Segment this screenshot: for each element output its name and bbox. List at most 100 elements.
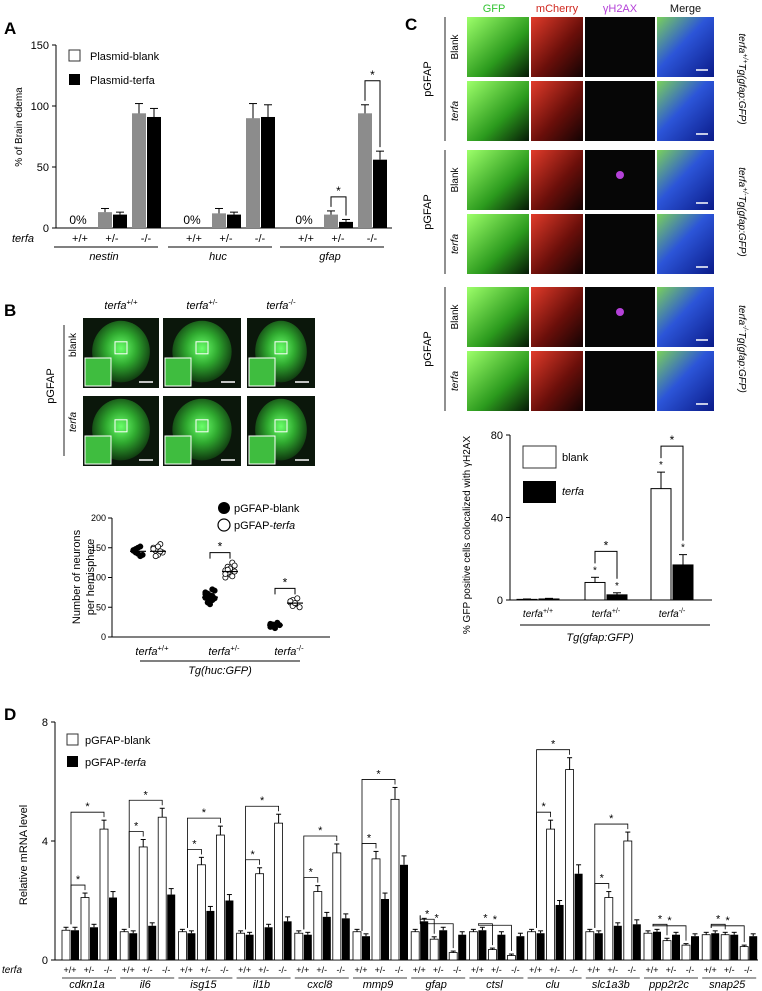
panel-d-genotype-label: -/- [628,965,637,975]
panel-d-bar-blank [643,932,653,961]
micrograph-tile [657,17,714,77]
panel-d-bar-terfa [187,933,196,960]
panel-d-bar-terfa [362,936,370,960]
panel-d-sig-star: * [318,825,323,837]
micrograph-tile [531,287,583,347]
panel-a-chart: % of Brain edema Plasmid-blank Plasmid-t… [12,40,392,263]
panel-c-bar [606,594,628,601]
panel-d-bar-blank [565,769,574,961]
panel-b-column-header: terfa+/+ [104,298,138,312]
panel-d-bar-blank [448,952,458,961]
micrograph-tile [467,287,529,347]
panel-d-sig-star: * [376,768,381,780]
panel-a-genotype-label: +/+ [186,233,202,245]
panel-d-sig-bracket [710,925,745,943]
panel-c-x-label: Tg(gfap:GFP) [566,632,634,644]
panel-d-sig-star: * [658,913,663,925]
panel-d-bar-blank [527,931,536,961]
brain-inset-zoom [164,357,192,387]
panel-d-sig-star: * [435,913,440,925]
panel-d-bar-terfa [439,930,448,960]
panel-c-bar-star: * [659,460,663,471]
panel-d-bar-blank [410,931,420,961]
panel-label-b: B [4,301,16,320]
panel-d-bar-blank [294,932,304,961]
legend-c-terfa-label: terfa [562,486,584,498]
panel-b-point [152,553,159,560]
panel-d-genotype-label: +/- [724,965,735,975]
panel-c-sig-star: * [670,433,675,447]
micrograph-tile [531,81,583,141]
panel-b-point [296,604,303,611]
panel-d-sig-bracket [187,817,221,928]
panel-d-bar-blank [739,946,749,961]
panel-d-genotype-label: +/- [258,965,269,975]
brain-roi-box [195,419,209,433]
panel-d-genotype-label: +/- [316,965,327,975]
legend-a-blank-label: Plasmid-blank [90,51,160,63]
gh2ax-foci [616,171,624,179]
panel-d-chart: Relative mRNA level pGFAP-blank 0 4 8 pGFAP… [2,717,758,991]
panel-d-bar-terfa [536,933,545,960]
panel-a-group-label: huc [209,251,227,263]
panel-d-gene-label: mmp9 [363,979,394,991]
panel-d-sig-bracket [419,915,454,949]
panel-d-sig-star: * [609,813,614,825]
panel-d-bar-terfa [458,934,467,960]
panel-a-bar-terfa [227,214,241,228]
panel-d-sig-bracket [128,799,163,928]
panel-d-bar-blank [701,934,711,961]
panel-b-images: pGFAP blank terfa terfa+/+ terfa+/- terfa-… [45,298,315,466]
micrograph-tile [467,81,529,141]
panel-d-bar-blank [585,931,595,961]
legend-b-blank-label: pGFAP-blank [234,503,300,515]
legend-a-terfa-label: Plasmid-terfa [90,75,156,87]
panel-a-y-label: % of Brain edema [14,87,25,167]
panel-d-bar-blank [80,897,90,961]
micrograph-tile [585,81,655,141]
panel-d-bar-blank [215,834,225,961]
panel-c-row-label: terfa [450,371,461,391]
micrograph-tile [531,150,583,210]
micrograph-tile [531,351,583,411]
micrograph-tile [585,287,655,347]
panel-a-y-tick-label: 100 [31,101,49,113]
panel-d-gene-label: cdkn1a [69,979,104,991]
panel-d-gene-label: gfap [425,979,446,991]
panel-b-point [206,601,213,608]
micrograph-tile [657,214,714,274]
panel-d-bar-blank [157,816,167,961]
panel-d-gene-label: il6 [140,979,152,991]
panel-d-bar-terfa [400,864,408,960]
panel-d-sig-star: * [202,807,207,819]
panel-c-side-label: terfa-/-Tg(gfap:GFP) [736,305,748,393]
panel-d-genotype-label: +/+ [180,965,193,975]
panel-d-sig-star: * [260,795,265,807]
panel-b-point [294,595,301,602]
panel-b-sig-star: * [283,575,288,589]
panel-d-bar-blank [468,931,478,961]
panel-d-bar-terfa [303,934,312,960]
panel-d-sig-bracket [594,823,629,928]
panel-d-bar-terfa [420,921,429,960]
panel-a-zero-label: 0% [183,213,201,227]
panel-c-column-header: Merge [670,3,701,15]
panel-d-bar-terfa [632,924,641,960]
brain-roi-box [274,419,288,433]
panel-d-bar-terfa [283,921,292,960]
panel-c-bar [672,564,694,601]
legend-b-terfa-marker [217,518,231,532]
panel-c-sig-bracket [594,550,618,579]
panel-c-y-tick-label: 40 [491,513,503,525]
panel-d-gene-label: ppp2r2c [648,979,689,991]
brain-inset-zoom [84,357,112,387]
panel-a-bar-terfa [147,116,161,228]
panel-d-bar-terfa [613,925,622,960]
panel-d-gene-label: slc1a3b [592,979,630,991]
panel-c-bar [650,488,672,601]
panel-c-y-tick-label: 0 [497,595,503,607]
panel-d-bar-blank [332,852,342,961]
panel-a-bar-blank [324,214,338,228]
panel-b-point [134,544,141,551]
